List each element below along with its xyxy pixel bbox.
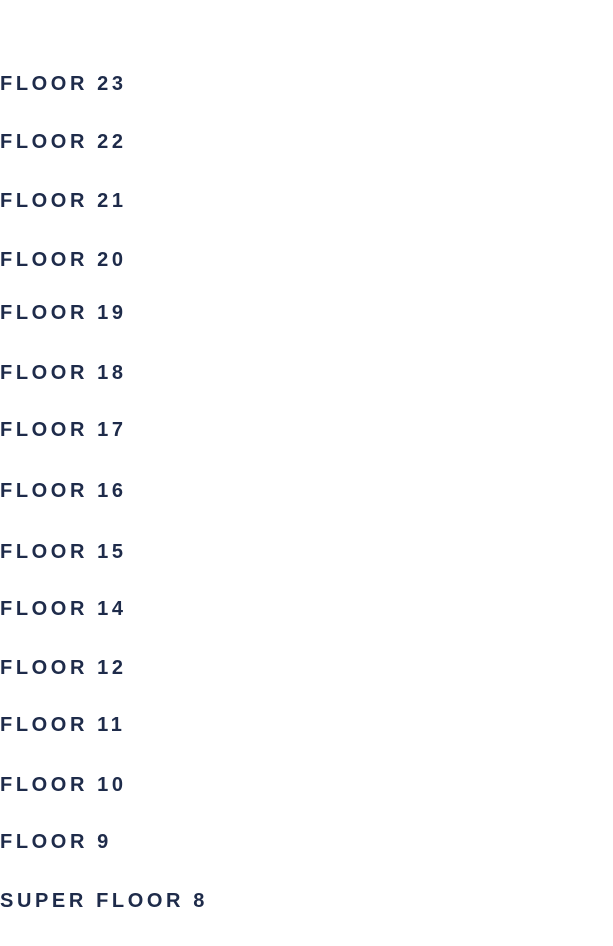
floor-label: FLOOR 9 (0, 831, 112, 853)
floor-item-super-8[interactable]: SUPER FLOOR 8 (0, 886, 208, 916)
floor-label: FLOOR 21 (0, 190, 127, 212)
floor-label: FLOOR 16 (0, 480, 127, 502)
floor-item-10[interactable]: FLOOR 10 (0, 770, 127, 800)
floor-item-22[interactable]: FLOOR 22 (0, 127, 127, 157)
floor-label: FLOOR 18 (0, 362, 127, 384)
floor-label: FLOOR 11 (0, 714, 126, 736)
floor-item-20[interactable]: FLOOR 20 (0, 245, 127, 275)
floor-item-15[interactable]: FLOOR 15 (0, 537, 127, 567)
floor-label: SUPER FLOOR 8 (0, 890, 208, 912)
floor-label: FLOOR 20 (0, 249, 127, 271)
floor-item-18[interactable]: FLOOR 18 (0, 358, 127, 388)
floor-label: FLOOR 17 (0, 419, 127, 441)
floor-label: FLOOR 22 (0, 131, 127, 153)
floor-item-21[interactable]: FLOOR 21 (0, 186, 127, 216)
floor-item-17[interactable]: FLOOR 17 (0, 415, 127, 445)
floor-label: FLOOR 14 (0, 598, 127, 620)
floor-item-14[interactable]: FLOOR 14 (0, 594, 127, 624)
floor-label: FLOOR 10 (0, 774, 127, 796)
floor-item-23[interactable]: FLOOR 23 (0, 69, 127, 99)
floor-item-11[interactable]: FLOOR 11 (0, 710, 126, 740)
floor-item-16[interactable]: FLOOR 16 (0, 476, 127, 506)
floor-label: FLOOR 23 (0, 73, 127, 95)
floor-label: FLOOR 19 (0, 302, 127, 324)
floor-item-12[interactable]: FLOOR 12 (0, 653, 127, 683)
floor-label: FLOOR 12 (0, 657, 127, 679)
floor-item-9[interactable]: FLOOR 9 (0, 827, 112, 857)
floor-item-19[interactable]: FLOOR 19 (0, 298, 127, 328)
floor-label: FLOOR 15 (0, 541, 127, 563)
